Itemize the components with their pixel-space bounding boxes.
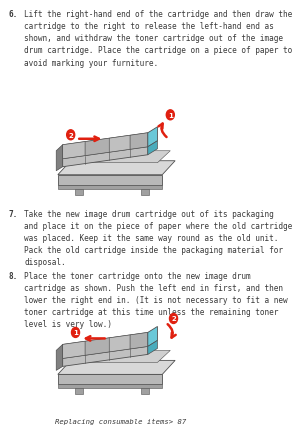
Circle shape	[67, 130, 75, 141]
Text: Lift the right-hand end of the cartridge and then draw the
cartridge to the righ: Lift the right-hand end of the cartridge…	[24, 10, 292, 67]
Polygon shape	[63, 133, 148, 159]
Text: Replacing consumable items> 87: Replacing consumable items> 87	[55, 418, 186, 424]
Polygon shape	[148, 327, 158, 347]
Text: 2: 2	[68, 132, 73, 138]
Polygon shape	[75, 189, 83, 195]
Polygon shape	[58, 175, 162, 185]
Polygon shape	[141, 189, 148, 195]
Polygon shape	[63, 351, 170, 363]
Text: 8.: 8.	[8, 271, 17, 280]
Polygon shape	[75, 389, 83, 394]
Polygon shape	[130, 133, 148, 150]
Polygon shape	[58, 161, 175, 175]
Polygon shape	[148, 141, 158, 155]
Polygon shape	[109, 335, 130, 352]
Polygon shape	[58, 384, 162, 389]
Circle shape	[71, 328, 80, 338]
Text: 2: 2	[171, 316, 176, 322]
Polygon shape	[148, 341, 158, 354]
Polygon shape	[63, 147, 148, 167]
Polygon shape	[63, 142, 85, 159]
Polygon shape	[56, 345, 63, 371]
Polygon shape	[148, 127, 158, 147]
Polygon shape	[85, 338, 109, 355]
Polygon shape	[58, 360, 175, 374]
Polygon shape	[58, 185, 162, 189]
Polygon shape	[58, 374, 162, 384]
Polygon shape	[63, 151, 170, 163]
Text: Place the toner cartridge onto the new image drum
cartridge as shown. Push the l: Place the toner cartridge onto the new i…	[24, 271, 288, 328]
Polygon shape	[141, 389, 148, 394]
Text: Take the new image drum cartridge out of its packaging
and place it on the piece: Take the new image drum cartridge out of…	[24, 209, 292, 267]
Text: 7.: 7.	[8, 209, 17, 218]
Polygon shape	[109, 136, 130, 153]
Polygon shape	[56, 145, 63, 171]
Text: 6.: 6.	[8, 10, 17, 19]
Circle shape	[169, 314, 178, 324]
Text: 1: 1	[168, 112, 173, 118]
Polygon shape	[130, 333, 148, 349]
Polygon shape	[63, 342, 85, 359]
Polygon shape	[63, 333, 148, 359]
Polygon shape	[63, 347, 148, 366]
Polygon shape	[85, 139, 109, 156]
Text: 1: 1	[73, 330, 78, 336]
Circle shape	[166, 111, 174, 121]
